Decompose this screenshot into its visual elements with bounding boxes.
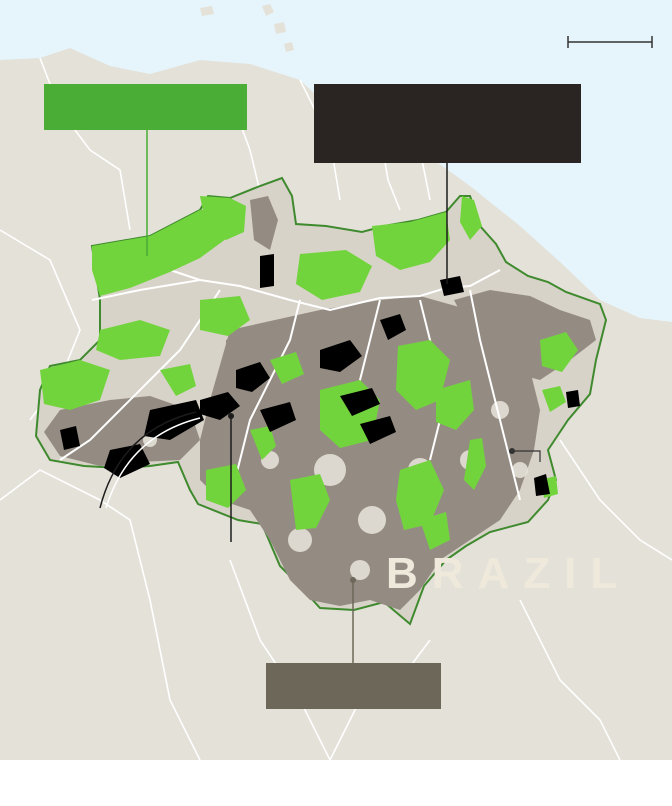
island bbox=[274, 22, 286, 34]
arc-annotation bbox=[99, 411, 201, 509]
leader-dot-center bbox=[228, 413, 234, 419]
country-label: BRAZIL bbox=[386, 549, 631, 598]
scale-bar bbox=[567, 36, 653, 48]
protected-areas bbox=[40, 196, 578, 550]
leader-dot-gray bbox=[350, 577, 356, 583]
footer-strip bbox=[0, 760, 672, 806]
leader-line-east bbox=[512, 450, 541, 462]
leader-dot-east bbox=[509, 448, 515, 454]
island bbox=[200, 6, 214, 16]
callout-box-dark bbox=[314, 84, 581, 163]
island bbox=[262, 4, 274, 16]
callout-box-gray bbox=[266, 663, 441, 709]
callout-box-green bbox=[44, 84, 247, 130]
island bbox=[284, 42, 294, 52]
country-borders bbox=[0, 57, 672, 761]
